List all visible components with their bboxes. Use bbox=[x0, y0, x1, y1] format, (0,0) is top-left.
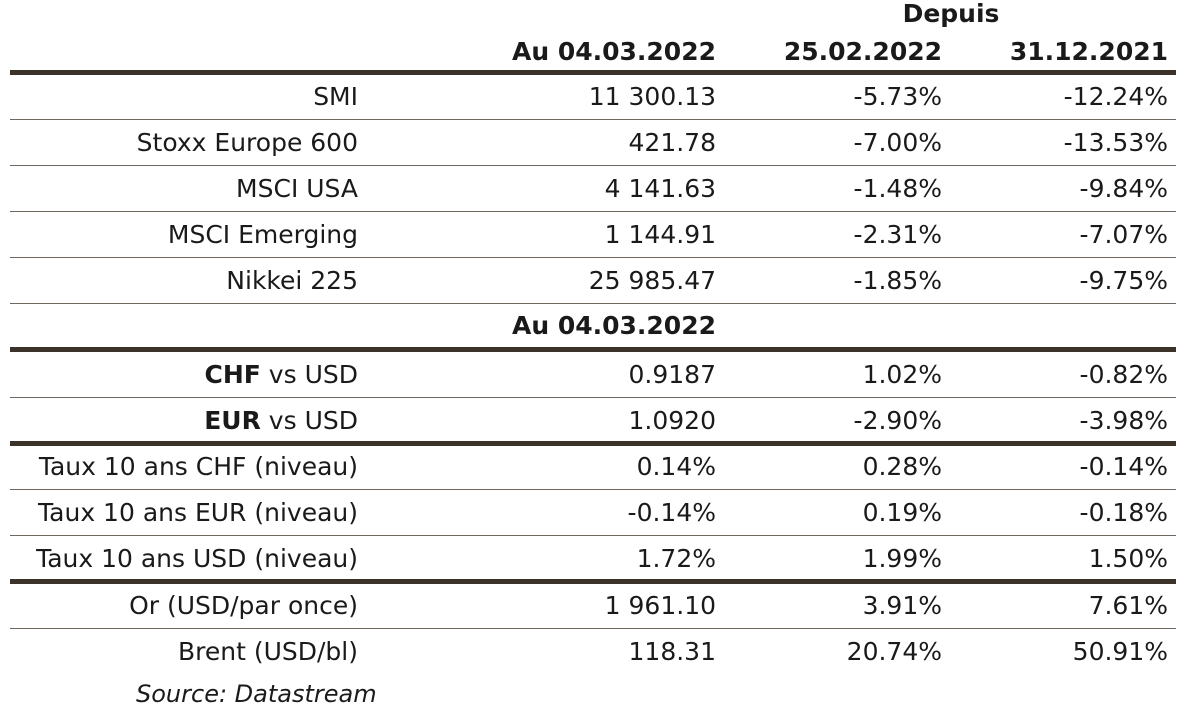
row-divider bbox=[10, 628, 1176, 629]
row-value: 1 961.10 bbox=[604, 591, 716, 620]
row-label: CHF vs USD bbox=[10, 352, 359, 398]
table-row: CHF vs USD 0.9187 1.02% -0.82% bbox=[10, 352, 1176, 398]
row-since-year: 50.91% bbox=[1072, 637, 1168, 666]
row-label: Taux 10 ans EUR (niveau) bbox=[38, 498, 358, 527]
currency-code: EUR bbox=[204, 406, 261, 435]
row-since-week: 0.28% bbox=[862, 452, 942, 481]
row-since-year: -12.24% bbox=[1063, 82, 1168, 111]
row-value: 1 144.91 bbox=[604, 220, 716, 249]
row-value: 25 985.47 bbox=[588, 266, 716, 295]
row-since-year: -13.53% bbox=[1063, 128, 1168, 157]
row-label: Brent (USD/bl) bbox=[177, 637, 358, 666]
row-since-year: -3.98% bbox=[1079, 406, 1168, 435]
row-label: MSCI Emerging bbox=[167, 220, 358, 249]
row-since-week: 1.99% bbox=[862, 544, 942, 573]
row-since-week: 1.02% bbox=[862, 360, 942, 389]
header-date-current: Au 04.03.2022 bbox=[511, 37, 716, 66]
row-since-year: -0.14% bbox=[1079, 452, 1168, 481]
row-since-year: 1.50% bbox=[1088, 544, 1168, 573]
row-value: 1.0920 bbox=[628, 406, 716, 435]
row-since-year: -9.84% bbox=[1079, 174, 1168, 203]
row-divider bbox=[10, 165, 1176, 166]
section-rule bbox=[10, 441, 1176, 446]
subheader-row: Au 04.03.2022 bbox=[10, 304, 1176, 348]
header-depuis: Depuis bbox=[902, 0, 1000, 28]
row-value: -0.14% bbox=[627, 498, 716, 527]
table-row: Nikkei 225 25 985.47 -1.85% -9.75% bbox=[10, 258, 1176, 304]
header-date-year: 31.12.2021 bbox=[1009, 37, 1168, 66]
row-divider bbox=[10, 397, 1176, 398]
source-note: Source: Datastream bbox=[136, 680, 377, 708]
row-value: 1.72% bbox=[636, 544, 716, 573]
row-label: Nikkei 225 bbox=[226, 266, 358, 295]
header-date-week: 25.02.2022 bbox=[783, 37, 942, 66]
row-label: Or (USD/par once) bbox=[129, 591, 358, 620]
row-since-year: 7.61% bbox=[1088, 591, 1168, 620]
row-value: 0.14% bbox=[636, 452, 716, 481]
subheader-rule bbox=[10, 347, 1176, 352]
header-rule bbox=[10, 70, 1176, 75]
row-since-year: -9.75% bbox=[1079, 266, 1168, 295]
row-divider bbox=[10, 211, 1176, 212]
row-since-week: -2.31% bbox=[853, 220, 942, 249]
row-label: SMI bbox=[313, 82, 358, 111]
row-since-week: 0.19% bbox=[862, 498, 942, 527]
row-since-week: -1.48% bbox=[853, 174, 942, 203]
row-since-week: 20.74% bbox=[846, 637, 942, 666]
table-row: EUR vs USD 1.0920 -2.90% -3.98% bbox=[10, 398, 1176, 444]
currency-pair-rest: vs USD bbox=[260, 360, 358, 389]
row-label: Taux 10 ans USD (niveau) bbox=[36, 544, 358, 573]
table-row: Or (USD/par once) 1 961.10 3.91% 7.61% bbox=[10, 583, 1176, 629]
row-since-week: -1.85% bbox=[853, 266, 942, 295]
row-since-year: -0.82% bbox=[1079, 360, 1168, 389]
table-row: Stoxx Europe 600 421.78 -7.00% -13.53% bbox=[10, 120, 1176, 166]
row-value: 4 141.63 bbox=[604, 174, 716, 203]
row-divider bbox=[10, 119, 1176, 120]
row-divider bbox=[10, 303, 1176, 304]
row-value: 0.9187 bbox=[628, 360, 716, 389]
header-row: Au 04.03.2022 25.02.2022 31.12.2021 bbox=[10, 34, 1176, 70]
table-row: Taux 10 ans USD (niveau) 1.72% 1.99% 1.5… bbox=[10, 536, 1176, 582]
table-row: MSCI Emerging 1 144.91 -2.31% -7.07% bbox=[10, 212, 1176, 258]
row-since-week: 3.91% bbox=[862, 591, 942, 620]
table-row: Taux 10 ans CHF (niveau) 0.14% 0.28% -0.… bbox=[10, 444, 1176, 490]
row-label: EUR vs USD bbox=[10, 398, 358, 444]
table-row: Brent (USD/bl) 118.31 20.74% 50.91% bbox=[10, 629, 1176, 675]
row-divider bbox=[10, 489, 1176, 490]
section-rule bbox=[10, 579, 1176, 584]
row-divider bbox=[10, 535, 1176, 536]
row-value: 421.78 bbox=[628, 128, 716, 157]
currency-pair-rest: vs USD bbox=[260, 406, 358, 435]
subheader-date: Au 04.03.2022 bbox=[511, 311, 716, 340]
row-since-year: -7.07% bbox=[1079, 220, 1168, 249]
row-divider bbox=[10, 257, 1176, 258]
row-label: MSCI USA bbox=[236, 174, 358, 203]
row-since-week: -5.73% bbox=[853, 82, 942, 111]
table-row: SMI 11 300.13 -5.73% -12.24% bbox=[10, 74, 1176, 120]
table-row: Taux 10 ans EUR (niveau) -0.14% 0.19% -0… bbox=[10, 490, 1176, 536]
table-row: MSCI USA 4 141.63 -1.48% -9.84% bbox=[10, 166, 1176, 212]
row-since-year: -0.18% bbox=[1079, 498, 1168, 527]
currency-code: CHF bbox=[204, 360, 261, 389]
row-since-week: -2.90% bbox=[853, 406, 942, 435]
row-value: 11 300.13 bbox=[588, 82, 716, 111]
row-label: Stoxx Europe 600 bbox=[136, 128, 358, 157]
row-label: Taux 10 ans CHF (niveau) bbox=[38, 452, 358, 481]
row-since-week: -7.00% bbox=[853, 128, 942, 157]
row-value: 118.31 bbox=[628, 637, 716, 666]
